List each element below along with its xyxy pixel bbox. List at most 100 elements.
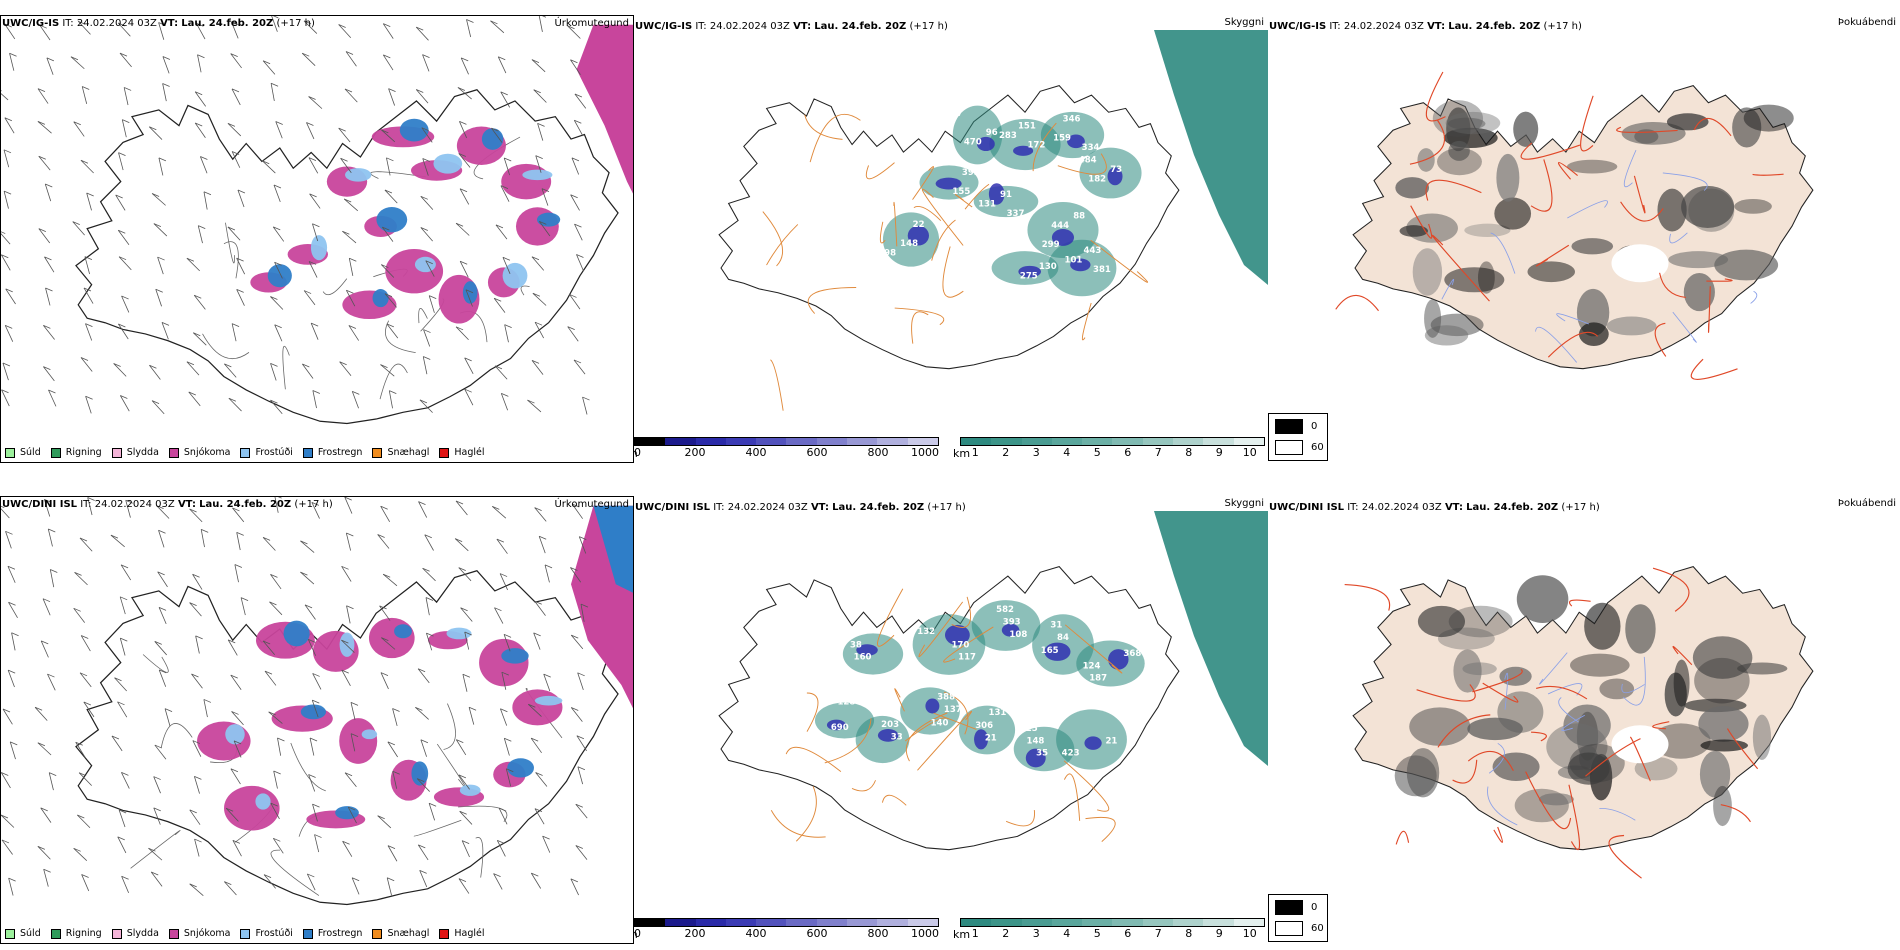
wind-barb [158,607,167,625]
wind-barb [37,88,49,104]
wind-barb [77,20,91,35]
wind-barb-flag [309,193,317,198]
wind-barb-flag [387,877,395,882]
wind-barb-flag [3,149,12,154]
wind-barb [493,298,506,313]
visibility-value: 88 [1073,212,1085,222]
road-line [1416,684,1476,702]
wind-barb-flag [346,605,354,610]
wind-barb-flag [386,323,394,328]
wind-barb-flag [381,264,389,268]
legend-swatch [5,928,15,939]
visibility-value: 131 [989,708,1007,718]
wind-barb-flag [158,22,166,26]
wind-barb-flag [110,534,119,539]
road-line [130,830,181,869]
wind-barb [262,60,276,75]
wind-barb [501,672,507,690]
wind-barb-flag [531,872,539,877]
wind-barb-flag [490,20,498,25]
wind-barb [73,121,85,137]
colorbar-tick: 6 [1124,446,1132,459]
river-line [1621,683,1645,694]
colorbar-swatches [960,918,1265,927]
road-line [225,222,235,264]
lead-time: (+17 h) [1561,502,1600,513]
wind-barb [232,840,242,857]
wind-barb-flag [227,123,236,127]
wind-barb-flag [7,565,16,570]
wind-barb [1,93,9,101]
wind-barb [270,574,282,590]
wind-barb-flag [123,87,132,91]
wind-barb-flag [203,699,212,703]
valid-label: VT: [810,502,829,513]
visibility-value: 443 [1084,246,1102,256]
wind-barb [186,361,200,376]
fog-index-area [1698,705,1749,742]
wind-barb [38,228,51,244]
wind-barb-flag [195,635,203,640]
fog-panel-1: UWC/IG-IS IT: 24.02.2024 03Z VT: Lau. 24… [1268,15,1900,463]
wind-barb [350,733,356,752]
road-line [322,278,348,296]
wind-barb-flag [228,397,237,402]
wind-barb-flag [416,26,424,31]
wind-barb [344,772,357,788]
fog-index-area [1699,750,1731,798]
wind-barb-flag [269,601,277,606]
wind-barb [306,122,315,140]
wind-barb-flag [115,194,123,199]
wind-barb-flag [579,536,587,541]
freezing-area [462,281,478,304]
legend-item: Súld [5,447,41,458]
wind-barb-flag [504,324,512,329]
wind-barb [384,293,397,308]
wind-barb-flag [262,60,271,65]
model-name: UWC/DINI ISL [1269,502,1345,513]
run-time: IT: 24.02.2024 03Z [1329,21,1424,32]
wind-barb-flag [306,122,314,126]
wind-barb [570,59,581,75]
legend-swatch [372,447,383,458]
wind-barb [542,835,551,853]
visibility-value: 690 [831,723,849,733]
wind-barb [301,52,316,66]
wind-barb-flag [270,296,278,300]
fog-index-area [1576,711,1599,761]
wind-barb [492,506,507,519]
wind-barb-flag [419,399,428,404]
wind-barb [582,396,588,415]
wind-barb-flag [498,807,507,812]
wind-barb [118,256,132,271]
wind-barb-flag [79,537,88,542]
wind-barb [189,809,201,825]
wind-barb-flag [422,567,430,572]
road-line [1081,302,1092,341]
road-line [1608,834,1642,879]
low-visibility-area [1040,111,1105,159]
very-low-visibility-area [1070,258,1091,272]
wind-barb-flag [454,538,463,542]
road-line [1032,122,1057,172]
wind-barb [422,567,436,582]
wind-barb [534,507,547,522]
wind-barb [192,574,203,590]
road-line [1726,728,1759,770]
wind-barb-flag [384,189,393,194]
wind-barb-flag [43,868,51,873]
wind-barb [495,224,508,240]
wind-barb-flag [153,807,161,812]
wind-barb [273,770,278,789]
colorbar-tick: 10 [1242,446,1257,459]
wind-barb-flag [462,673,471,678]
wind-barb-flag [346,532,354,537]
freezing-area [411,761,429,786]
colorbar-tick: 4 [1063,927,1071,940]
precip-legend: Súld Rigning Slydda Snjókoma Frostúði Frostre… [5,447,485,458]
legend-item: Frostregn [302,447,362,458]
legend-swatch [439,447,450,458]
wind-barb-flag [534,808,543,813]
wind-barb-flag [542,16,547,18]
wind-barb-flag [570,194,578,199]
